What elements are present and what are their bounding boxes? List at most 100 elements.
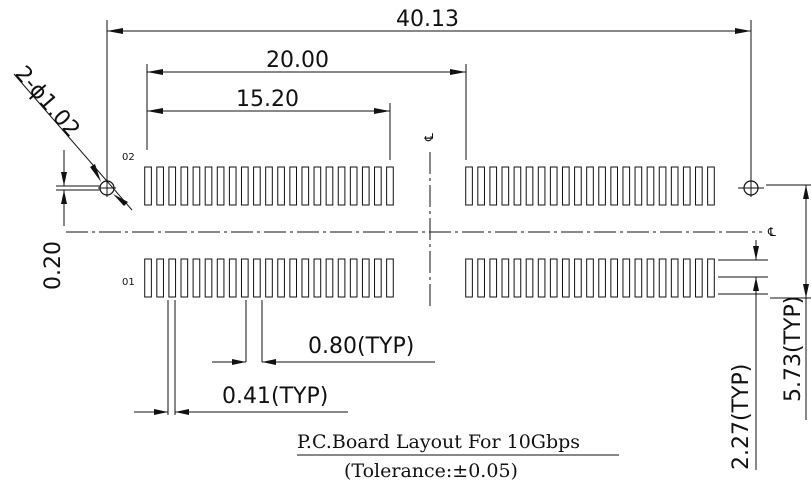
pad-top-right [670,166,679,206]
pad-bottom-right [622,258,631,298]
pad-bottom-left [374,258,382,298]
pad-bottom-left [192,258,201,298]
pad-bottom-left [277,258,285,298]
pad-array [144,166,715,298]
pad-bottom-right [525,258,534,298]
pad-top-right [695,166,703,206]
dim-pad-pitch: 0.80(TYP) [308,334,414,359]
pad-bottom-right [586,258,594,298]
pad-bottom-right [610,258,619,298]
pad-bottom-left [325,258,334,298]
dim-row-offset: 0.20 [41,241,66,290]
pad-bottom-left [168,258,177,298]
pad-top-right [646,166,655,206]
pad-top-right [658,166,667,206]
pad-top-left [325,166,334,206]
pad-top-right [489,166,498,206]
pad-top-right [634,166,643,206]
pad-bottom-right [501,258,510,298]
pad-top-left [301,166,310,206]
pad-top-right [610,166,619,206]
pad-top-right [574,166,582,206]
pad-top-left [265,166,273,206]
pad-bottom-right [598,258,606,298]
pad-top-right [525,166,534,206]
pad-top-left [313,166,322,206]
pad-bottom-right [489,258,498,298]
pad-top-left [228,166,237,206]
pad-bottom-right [695,258,703,298]
pad-bottom-right [513,258,522,298]
pad-top-left [361,166,370,206]
pad-bottom-left [180,258,189,298]
pad-bottom-left [289,258,298,298]
dim-row-gap: 2.27(TYP) [729,364,754,470]
pad-bottom-right [634,258,643,298]
pad-top-left [289,166,298,206]
pad-top-right [537,166,546,206]
dim-pad-width: 0.41(TYP) [222,384,328,409]
pad-bottom-left [216,258,225,298]
pad-bottom-left [204,258,213,298]
dim-outer-span: 20.00 [266,48,329,73]
pad-top-left [374,166,382,206]
pad-bottom-right [670,258,679,298]
pad-top-right [622,166,631,206]
pad-bottom-left [301,258,310,298]
right-mounting-hole-icon [738,179,764,197]
pad-bottom-left [349,258,358,298]
pad-top-left [349,166,358,206]
horizontal-center-mark: ℄ [767,225,776,239]
pad-bottom-left [313,258,322,298]
pad-bottom-left [337,258,346,298]
pad-top-left [168,166,177,206]
pad-top-right [561,166,570,206]
dim-pad-row-span: 15.20 [236,87,299,112]
pad-top-left [180,166,189,206]
pad-bottom-left [361,258,370,298]
pad-top-left [144,166,152,206]
pad-top-right [465,166,473,206]
caption-title: P.C.Board Layout For 10Gbps [297,431,580,453]
pad-bottom-left [156,258,164,298]
pad-bottom-right [549,258,558,298]
pad-top-right [682,166,691,206]
pad-bottom-right [574,258,582,298]
dim-hole-to-row: 5.73(TYP) [781,296,806,402]
pad-bottom-left [253,258,261,298]
caption-tolerance: (Tolerance:±0.05) [344,460,518,482]
pad-bottom-right [707,258,715,298]
pin-label-top-row: 02 [122,152,135,163]
pad-bottom-right [477,258,485,298]
pad-top-left [156,166,164,206]
pad-bottom-right [537,258,546,298]
pad-top-left [253,166,261,206]
pad-top-left [204,166,213,206]
pad-top-left [277,166,285,206]
dim-overall-pitch: 40.13 [396,7,459,32]
vertical-center-mark: ℄ [422,133,436,142]
pad-bottom-right [658,258,667,298]
pad-top-right [477,166,485,206]
pad-bottom-left [265,258,273,298]
pad-top-right [707,166,715,206]
pad-top-left [240,166,249,206]
pad-top-left [216,166,225,206]
pad-bottom-left [228,258,237,298]
pad-bottom-right [682,258,691,298]
pin-label-bottom-row: 01 [122,277,135,288]
pad-top-right [513,166,522,206]
pad-bottom-right [561,258,570,298]
pad-top-right [598,166,606,206]
pad-top-right [501,166,510,206]
hole-leader-line [13,73,133,211]
pad-top-left [337,166,346,206]
pad-bottom-left [240,258,249,298]
pad-top-left [386,166,394,206]
pad-top-right [549,166,558,206]
pad-bottom-left [144,258,152,298]
pad-top-right [586,166,594,206]
pad-bottom-right [465,258,473,298]
pad-bottom-left [386,258,394,298]
